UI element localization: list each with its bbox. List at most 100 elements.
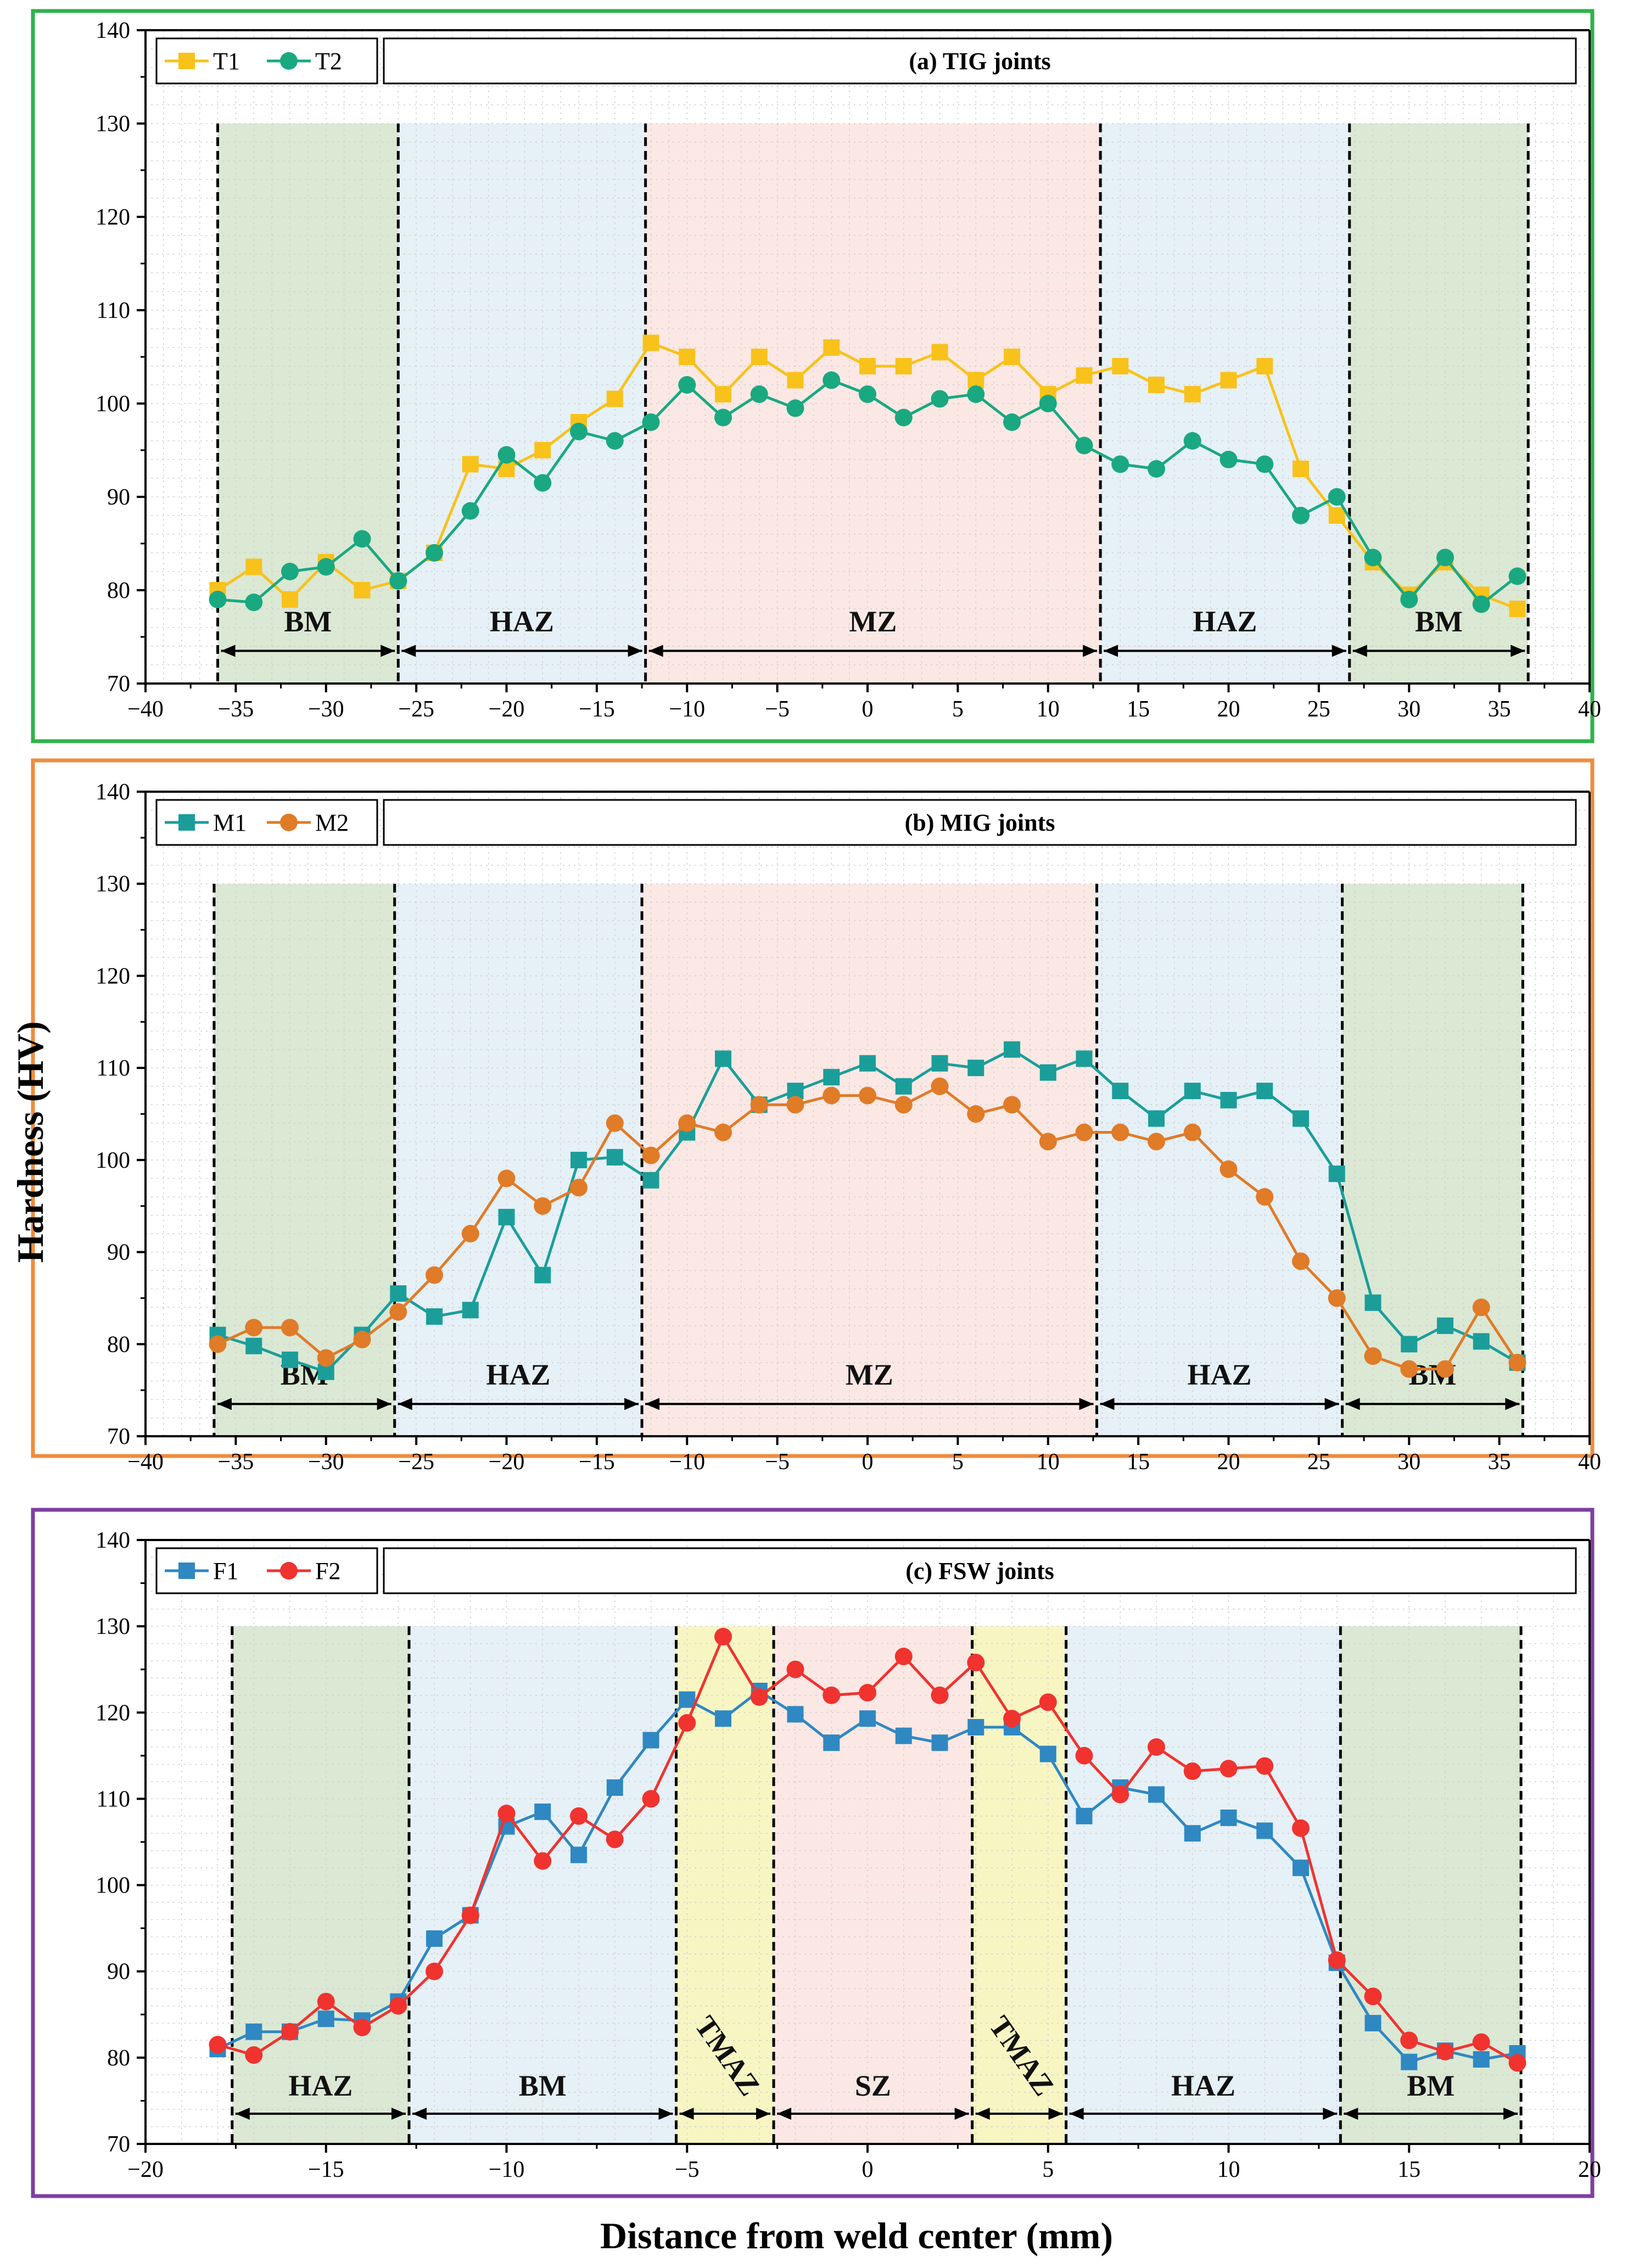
zone-arrowhead-left (401, 645, 416, 657)
data-point-t2 (859, 385, 876, 403)
data-point-m1 (1004, 1041, 1020, 1058)
data-point-t2 (1183, 432, 1201, 450)
zone-band-haz (1066, 1626, 1341, 2144)
data-point-m1 (426, 1308, 443, 1325)
data-point-f1 (1364, 2015, 1381, 2031)
x-tick-label: −20 (489, 697, 525, 722)
panel-frame (31, 9, 1595, 743)
zone-band-mz (645, 124, 1101, 684)
legend-label: M2 (315, 809, 349, 836)
data-point-m2 (1328, 1289, 1346, 1307)
data-point-t1 (859, 358, 876, 374)
data-point-f1 (787, 1706, 804, 1723)
data-point-m2 (750, 1096, 768, 1114)
zone-arrowhead-left (645, 1398, 660, 1410)
data-point-t2 (389, 572, 407, 590)
data-point-t2 (1292, 507, 1310, 524)
x-tick-label: 0 (862, 1449, 874, 1475)
zone-arrowhead-right (624, 1398, 639, 1410)
zone-arrowhead-left (1069, 2108, 1084, 2120)
data-point-f2 (786, 1660, 804, 1678)
x-tick-label: −10 (669, 1449, 705, 1475)
data-point-t1 (1148, 377, 1165, 393)
data-point-m2 (967, 1105, 985, 1123)
data-point-f1 (534, 1804, 551, 1820)
y-tick-label: 90 (107, 485, 130, 510)
data-point-m1 (606, 1149, 623, 1166)
x-tick-label: 0 (862, 697, 874, 722)
x-tick-label: −5 (675, 2157, 700, 2182)
legend-marker (178, 53, 195, 69)
x-tick-label: 30 (1397, 697, 1420, 722)
zone-label: BM (1407, 2069, 1455, 2102)
zone-label: SZ (855, 2069, 891, 2102)
data-point-m1 (1364, 1294, 1381, 1311)
zone-band-haz (398, 124, 646, 684)
data-point-m2 (389, 1303, 407, 1321)
data-point-m2 (931, 1077, 949, 1095)
data-point-t2 (823, 371, 841, 389)
data-point-t2 (1039, 395, 1057, 412)
y-tick-label: 80 (107, 2046, 130, 2071)
x-tick-label: 10 (1037, 697, 1060, 722)
data-point-f1 (317, 2011, 334, 2028)
data-point-m2 (1292, 1252, 1310, 1270)
data-point-f2 (1292, 1819, 1310, 1837)
data-point-f2 (1436, 2042, 1454, 2060)
y-tick-label: 130 (96, 111, 130, 137)
data-point-t1 (642, 334, 659, 351)
y-tick-label: 80 (107, 1332, 130, 1357)
data-point-f2 (1472, 2033, 1490, 2051)
x-tick-label: −5 (765, 1449, 790, 1475)
data-point-f2 (1256, 1757, 1274, 1775)
y-tick-label: 110 (97, 1056, 130, 1081)
y-tick-label: 100 (96, 391, 130, 417)
data-point-f2 (461, 1906, 479, 1924)
x-tick-label: 15 (1127, 1449, 1150, 1475)
zone-arrowhead-right (1332, 645, 1346, 657)
data-point-m2 (1183, 1123, 1201, 1141)
data-point-t2 (534, 474, 552, 492)
legend-label: F1 (213, 1558, 238, 1584)
data-point-m1 (1112, 1083, 1129, 1100)
data-point-t2 (461, 502, 479, 520)
zone-band-haz (1100, 124, 1350, 684)
data-point-t1 (245, 558, 262, 575)
data-point-f1 (859, 1710, 876, 1727)
data-point-t2 (714, 408, 732, 427)
data-point-t1 (1112, 358, 1129, 374)
zone-label: HAZ (288, 2069, 353, 2102)
data-point-f2 (823, 1686, 841, 1704)
data-point-f2 (1148, 1738, 1165, 1756)
data-point-f2 (389, 1997, 407, 2015)
zone-label: MZ (849, 605, 897, 638)
zone-label: HAZ (486, 1358, 550, 1391)
x-tick-label: 40 (1578, 1449, 1601, 1475)
data-point-t2 (642, 413, 660, 431)
zone-band-bm (1342, 883, 1523, 1436)
data-point-f1 (1220, 1810, 1237, 1826)
legend-label: M1 (213, 809, 247, 836)
legend-label: F2 (315, 1558, 340, 1584)
x-tick-label: 10 (1217, 2157, 1240, 2182)
data-point-f2 (570, 1807, 588, 1825)
data-point-f2 (281, 2023, 299, 2041)
data-point-m2 (1148, 1133, 1165, 1151)
data-point-t1 (1328, 507, 1345, 524)
x-tick-label: −25 (398, 697, 434, 722)
data-point-f2 (1075, 1746, 1093, 1765)
data-point-f1 (1401, 2053, 1418, 2070)
zone-arrowhead-right (377, 1398, 391, 1410)
x-tick-label: 35 (1488, 1449, 1511, 1475)
y-tick-label: 90 (107, 1959, 130, 1985)
zone-label: BM (1415, 605, 1463, 638)
data-point-m2 (714, 1123, 732, 1141)
data-point-f2 (642, 1790, 660, 1808)
data-point-t1 (1184, 386, 1201, 402)
data-point-m2 (317, 1349, 335, 1367)
data-point-m2 (1472, 1298, 1490, 1317)
data-point-m1 (895, 1078, 912, 1095)
data-point-f2 (353, 2018, 371, 2036)
legend-marker (280, 814, 298, 831)
data-point-f1 (1039, 1745, 1056, 1762)
